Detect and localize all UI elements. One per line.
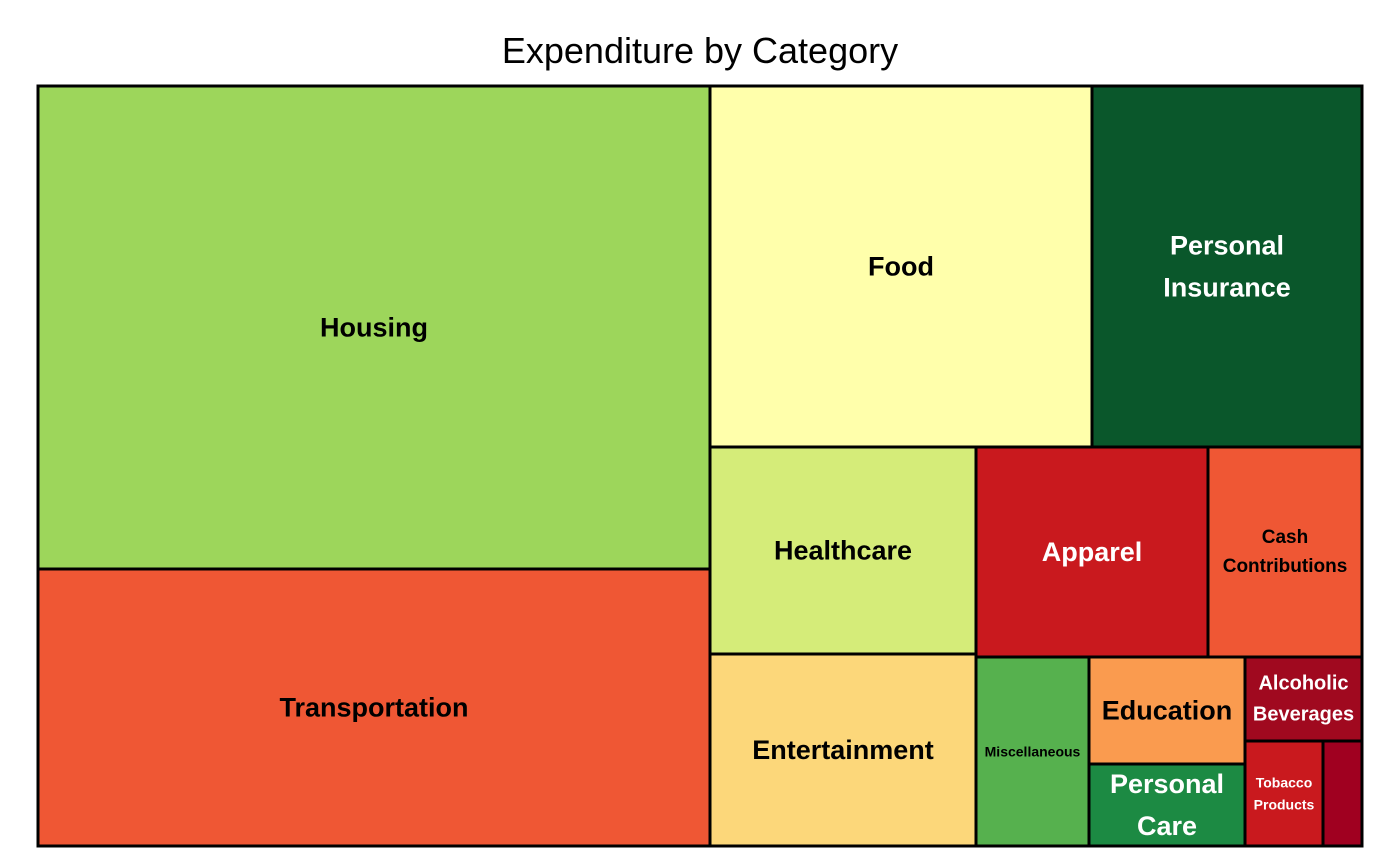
treemap-tile-tobacco-products: Tobacco Products (1243, 739, 1325, 848)
treemap-tile-food: Food (708, 84, 1094, 449)
treemap-label-education: Education (1102, 696, 1233, 726)
treemap-tile-personal-insurance: Personal Insurance (1090, 84, 1364, 449)
treemap-rect-transportation (36, 567, 712, 848)
treemap-rect-other (1321, 739, 1364, 848)
treemap-rect-food (708, 84, 1094, 449)
treemap-label-food: Food (868, 252, 934, 282)
treemap-rect-tobacco-products (1243, 739, 1325, 848)
treemap-tile-apparel: Apparel (974, 445, 1210, 659)
treemap-rect-apparel (974, 445, 1210, 659)
treemap-label-cash-contributions: Cash Contributions (1223, 527, 1348, 577)
treemap-tile-personal-care: Personal Care (1087, 762, 1247, 848)
treemap-tile-education: Education (1087, 655, 1247, 766)
treemap-rect-alcoholic-beverages (1243, 655, 1364, 743)
treemap-tile-entertainment: Entertainment (708, 652, 978, 848)
treemap-label-tobacco-products: Tobacco Products (1254, 775, 1315, 813)
treemap-rect-housing (36, 84, 712, 571)
treemap-rect-miscellaneous (974, 655, 1091, 848)
treemap-tile-cash-contributions: Cash Contributions (1206, 445, 1364, 659)
treemap-tile-healthcare: Healthcare (708, 445, 978, 656)
treemap-label-miscellaneous: Miscellaneous (985, 744, 1081, 760)
treemap-tile-miscellaneous: Miscellaneous (974, 655, 1091, 848)
treemap-label-personal-care: Personal Care (1110, 769, 1224, 841)
chart-title: Expenditure by Category (501, 30, 899, 71)
treemap-rect-entertainment (708, 652, 978, 848)
treemap-label-transportation: Transportation (279, 693, 468, 723)
treemap-label-alcoholic-beverages: Alcoholic Beverages (1253, 673, 1354, 726)
treemap-label-housing: Housing (320, 313, 428, 343)
treemap-tile-housing: Housing (36, 84, 712, 571)
treemap-rect-cash-contributions (1206, 445, 1364, 659)
treemap-label-entertainment: Entertainment (752, 735, 934, 765)
treemap-label-personal-insurance: Personal Insurance (1163, 231, 1291, 303)
treemap-rect-personal-insurance (1090, 84, 1364, 449)
treemap-tile-other (1321, 739, 1364, 848)
treemap-tile-alcoholic-beverages: Alcoholic Beverages (1243, 655, 1364, 743)
treemap-label-apparel: Apparel (1042, 537, 1143, 567)
treemap-tile-transportation: Transportation (36, 567, 712, 848)
treemap-label-healthcare: Healthcare (774, 536, 912, 566)
